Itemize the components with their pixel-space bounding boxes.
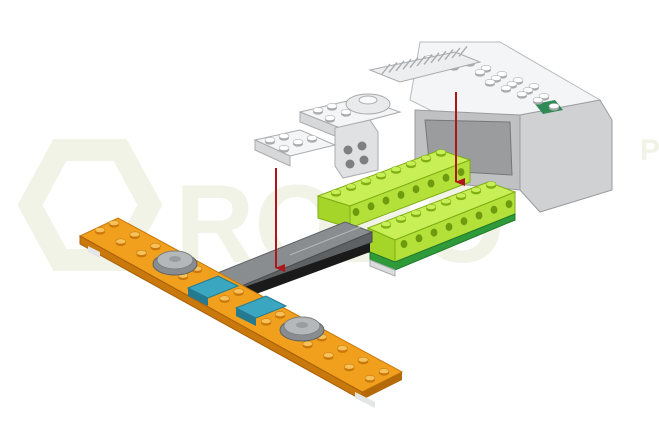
- technic-hole: [415, 234, 423, 243]
- stud: [474, 69, 486, 77]
- stud: [129, 231, 141, 239]
- technic-hole: [430, 228, 438, 237]
- stud: [260, 318, 272, 326]
- gear-rack: [381, 45, 468, 75]
- stud: [360, 177, 372, 186]
- rack-tooth: [430, 52, 440, 64]
- lime-technic-bricks: [316, 149, 517, 277]
- rack-tooth: [437, 50, 447, 62]
- stud: [330, 189, 342, 197]
- stud: [364, 375, 376, 383]
- technic-hole: [490, 205, 498, 214]
- stud: [115, 238, 127, 246]
- technic-hole: [505, 200, 513, 209]
- stud: [378, 368, 390, 376]
- rack-tooth: [395, 60, 405, 72]
- placement-arrows: [275, 92, 465, 272]
- rack-tooth: [409, 57, 419, 69]
- stud: [278, 145, 290, 153]
- rack-tooth: [402, 58, 412, 70]
- stud: [405, 160, 417, 169]
- stud: [312, 107, 324, 115]
- stud: [292, 139, 304, 147]
- stud: [375, 171, 387, 180]
- stud: [484, 79, 496, 87]
- stud: [337, 345, 348, 353]
- stud: [410, 209, 422, 218]
- stud: [390, 166, 402, 174]
- stud: [357, 356, 369, 365]
- stud: [324, 115, 336, 123]
- watermark-suffix: P: [640, 134, 659, 167]
- stud: [94, 227, 106, 235]
- stud: [500, 85, 512, 93]
- stud: [219, 295, 230, 303]
- technic-hole: [457, 168, 465, 177]
- stud: [150, 242, 161, 251]
- rack-tooth: [416, 55, 426, 67]
- stud: [274, 311, 286, 319]
- rack-tooth: [458, 45, 468, 57]
- stud: [264, 137, 276, 145]
- technic-hole: [475, 211, 483, 220]
- teal-tiles: [186, 275, 288, 326]
- stud: [470, 186, 482, 195]
- technic-hole: [460, 217, 468, 226]
- stud: [425, 203, 437, 212]
- rack-tooth: [423, 53, 433, 65]
- stud: [435, 149, 447, 157]
- rack-tooth: [388, 61, 398, 73]
- technic-hole: [382, 196, 390, 205]
- stud: [345, 183, 357, 191]
- stud: [455, 192, 467, 201]
- stud: [395, 215, 407, 223]
- stud: [136, 249, 147, 258]
- technic-hole: [367, 202, 375, 211]
- stud: [326, 103, 338, 111]
- stud: [516, 91, 528, 99]
- technic-hole: [445, 222, 453, 231]
- stud: [108, 220, 120, 228]
- technic-hole: [400, 240, 408, 248]
- stud: [380, 221, 392, 229]
- stud: [340, 109, 352, 117]
- stud: [532, 97, 544, 105]
- technic-hole: [352, 208, 360, 216]
- stud: [323, 352, 334, 360]
- stud: [440, 198, 452, 206]
- technic-hole: [427, 179, 435, 188]
- stud: [548, 103, 560, 111]
- white-rack-assembly: [253, 45, 482, 179]
- technic-hole: [412, 185, 420, 194]
- technic-hole: [442, 173, 450, 182]
- stud: [420, 154, 432, 163]
- stud: [306, 135, 318, 143]
- stud: [278, 133, 290, 141]
- technic-hole: [397, 190, 405, 199]
- stud: [343, 363, 355, 372]
- rack-tooth: [381, 63, 391, 75]
- rack-tooth: [451, 47, 461, 59]
- orange-plate: [78, 217, 404, 408]
- stud: [485, 181, 497, 189]
- stud: [302, 340, 313, 349]
- rack-tooth: [444, 49, 454, 61]
- stud: [233, 288, 244, 296]
